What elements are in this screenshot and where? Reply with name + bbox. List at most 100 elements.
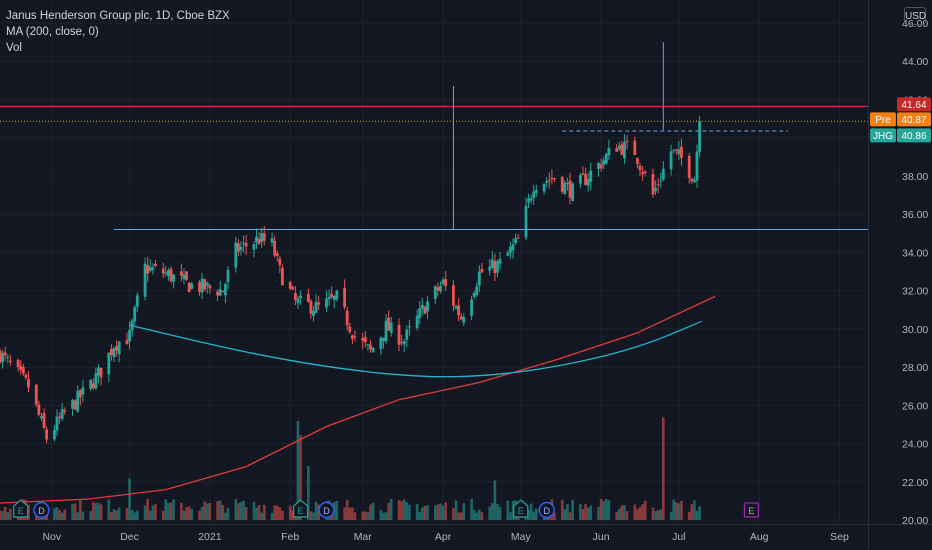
volume-indicator-label[interactable]: Vol: [6, 42, 22, 54]
dividend-marker[interactable]: D: [33, 501, 50, 519]
price-tag-value: 40.86: [901, 131, 926, 142]
candle-body: [527, 198, 530, 203]
candle-body: [615, 148, 619, 152]
time-tick-label: 2021: [198, 531, 222, 543]
volume-bar: [143, 505, 147, 520]
volume-bar: [498, 506, 502, 520]
volume-bar: [125, 508, 129, 520]
candle-body: [187, 282, 191, 293]
volume-bar: [480, 512, 484, 520]
volume-bar: [89, 511, 92, 520]
volume-bar: [115, 510, 118, 520]
volume-bar: [402, 499, 406, 520]
candle-body: [439, 286, 442, 292]
candle-body: [426, 301, 429, 312]
dividend-marker[interactable]: D: [318, 501, 335, 519]
earnings-marker[interactable]: E: [292, 499, 309, 518]
candle-body: [550, 177, 554, 180]
event-letter: E: [298, 506, 304, 516]
volume-bar: [452, 507, 455, 520]
candle-body: [586, 179, 590, 186]
volume-bar: [53, 508, 56, 520]
volume-bar: [690, 504, 694, 520]
volume-bar: [529, 503, 533, 520]
earnings-marker[interactable]: E: [743, 502, 760, 518]
moving-average-line: [0, 295, 716, 504]
candle-body: [76, 390, 80, 412]
event-letter: E: [748, 506, 754, 516]
volume-bar: [651, 507, 655, 520]
candle-body: [146, 265, 150, 274]
candle-body: [389, 322, 393, 333]
volume-bar: [623, 505, 626, 520]
volume-bar: [493, 480, 497, 520]
volume-bar: [288, 505, 292, 520]
candle-body: [42, 412, 46, 428]
volume-bar: [63, 509, 67, 520]
dividend-icon: [538, 501, 555, 519]
volume-bar: [672, 499, 675, 520]
volume-bar: [454, 500, 458, 520]
candle-body: [532, 191, 536, 198]
candle-body: [498, 259, 502, 264]
earnings-marker[interactable]: E: [13, 499, 29, 518]
currency-button[interactable]: USD: [904, 7, 926, 25]
candle-body: [384, 320, 388, 342]
ma-indicator-label[interactable]: MA (200, close, 0): [6, 26, 99, 38]
volume-bar: [607, 500, 611, 520]
volume-bar: [281, 510, 284, 520]
candle-body: [8, 360, 12, 363]
earnings-icon: [513, 499, 529, 518]
volume-bar: [161, 510, 165, 520]
price-tick-label: 36.00: [902, 209, 928, 221]
volume-bar: [296, 421, 300, 520]
event-letter: E: [518, 506, 524, 516]
candle-body: [260, 233, 264, 242]
volume-bar: [364, 511, 367, 520]
candle-body: [363, 337, 367, 343]
dividend-marker[interactable]: D: [538, 501, 555, 519]
volume-bar: [133, 512, 137, 520]
volume-bar: [535, 508, 538, 520]
cup-curve: [129, 320, 703, 378]
symbol-title: Janus Henderson Group plc, 1D, Cboe BZX: [6, 10, 230, 22]
candle-body: [597, 163, 600, 170]
volume-bar: [408, 504, 411, 520]
volume-bar: [3, 506, 7, 520]
volume-bar: [695, 510, 699, 520]
candle-body: [255, 236, 258, 243]
candle-body: [669, 151, 673, 170]
candle-body: [654, 187, 657, 192]
candle-body: [589, 170, 593, 182]
price-tick-label: 34.00: [902, 247, 928, 259]
candle-body: [635, 158, 639, 164]
time-tick-label: Feb: [281, 531, 299, 543]
price-tag: Pre 40.87: [870, 112, 931, 127]
candle-body: [695, 151, 699, 181]
volume-bar: [506, 500, 510, 520]
time-tick-label: Jul: [672, 531, 685, 543]
candle-body: [436, 287, 440, 291]
volume-bar: [511, 500, 515, 520]
volume-bar: [255, 507, 258, 520]
candle-body: [511, 244, 515, 251]
volume-bar: [164, 499, 168, 520]
candle-body: [454, 306, 458, 309]
candle-body: [275, 253, 279, 256]
candle-body: [509, 246, 512, 253]
volume-bar: [638, 507, 642, 520]
candle-body: [459, 316, 463, 320]
volume-bar: [605, 499, 608, 520]
volume-bar: [459, 512, 463, 520]
volume-bar: [99, 504, 103, 520]
candle-body: [110, 349, 113, 355]
candle-body: [680, 146, 683, 158]
volume-bar: [589, 505, 593, 520]
candle-body: [397, 324, 401, 345]
earnings-marker[interactable]: E: [513, 499, 529, 518]
candle-body: [643, 171, 647, 174]
candle-body: [687, 155, 691, 178]
candle-body: [58, 416, 61, 418]
volume-bar: [654, 511, 657, 520]
